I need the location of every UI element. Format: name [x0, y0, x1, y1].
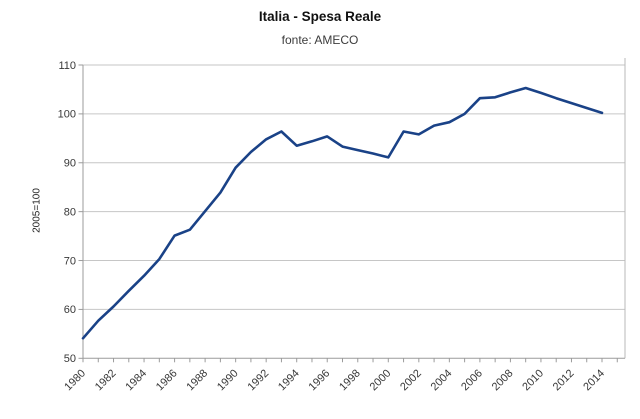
x-tick-label: 2002	[398, 367, 424, 393]
x-tick-label: 1996	[307, 367, 333, 393]
x-tick-label: 1992	[245, 367, 271, 393]
y-tick-label: 100	[58, 109, 76, 121]
x-tick-label: 1980	[62, 367, 88, 393]
x-tick-label: 1998	[337, 367, 363, 393]
y-tick-label: 80	[64, 206, 76, 218]
x-tick-label: 1990	[215, 367, 241, 393]
chart-subtitle: fonte: AMECO	[281, 33, 359, 47]
chart-title: Italia - Spesa Reale	[258, 9, 382, 24]
x-tick-label: 1984	[123, 367, 149, 393]
x-tick-label: 2004	[429, 367, 455, 393]
y-tick-label: 60	[64, 304, 76, 316]
y-tick-label: 50	[64, 353, 76, 365]
x-tick-label: 2008	[490, 367, 516, 393]
x-tick-label: 1994	[276, 367, 302, 393]
x-tick-label: 2000	[368, 367, 394, 393]
x-tick-label: 2010	[520, 367, 546, 393]
x-tick-label: 2006	[459, 367, 485, 393]
x-tick-label: 1982	[93, 367, 119, 393]
series-line	[81, 86, 604, 340]
y-tick-label: 110	[58, 60, 76, 72]
x-tick-label: 1988	[184, 367, 210, 393]
x-tick-label: 2014	[581, 367, 607, 393]
y-tick-label: 90	[64, 158, 76, 170]
y-tick-label: 70	[64, 255, 76, 267]
x-tick-label: 1986	[154, 367, 180, 393]
x-tick-label: 2012	[551, 367, 577, 393]
